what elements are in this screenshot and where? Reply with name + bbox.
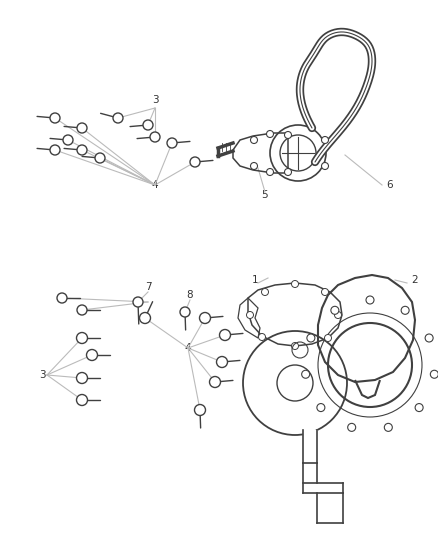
Circle shape bbox=[258, 334, 265, 341]
Circle shape bbox=[251, 163, 258, 169]
Polygon shape bbox=[303, 483, 335, 493]
Circle shape bbox=[366, 296, 374, 304]
Circle shape bbox=[77, 333, 88, 343]
Circle shape bbox=[194, 405, 205, 416]
Text: 3: 3 bbox=[39, 370, 45, 380]
Circle shape bbox=[77, 305, 87, 315]
Text: 4: 4 bbox=[152, 180, 158, 190]
Text: 1: 1 bbox=[252, 275, 258, 285]
Circle shape bbox=[180, 307, 190, 317]
Circle shape bbox=[77, 123, 87, 133]
Circle shape bbox=[415, 403, 423, 411]
Circle shape bbox=[335, 311, 342, 319]
Circle shape bbox=[321, 136, 328, 143]
Text: 6: 6 bbox=[387, 180, 393, 190]
Circle shape bbox=[139, 312, 151, 324]
Circle shape bbox=[331, 306, 339, 314]
Circle shape bbox=[77, 394, 88, 406]
Circle shape bbox=[86, 350, 98, 360]
Circle shape bbox=[285, 132, 292, 139]
Polygon shape bbox=[303, 430, 317, 463]
Circle shape bbox=[261, 288, 268, 295]
Circle shape bbox=[167, 138, 177, 148]
Circle shape bbox=[63, 135, 73, 145]
Circle shape bbox=[95, 153, 105, 163]
Circle shape bbox=[251, 136, 258, 143]
Circle shape bbox=[307, 334, 315, 342]
Text: 3: 3 bbox=[152, 95, 158, 105]
Text: 2: 2 bbox=[412, 275, 418, 285]
Circle shape bbox=[150, 132, 160, 142]
Text: 7: 7 bbox=[145, 282, 151, 292]
Circle shape bbox=[348, 423, 356, 431]
Circle shape bbox=[190, 157, 200, 167]
Circle shape bbox=[321, 288, 328, 295]
Circle shape bbox=[292, 280, 299, 287]
Circle shape bbox=[325, 335, 332, 342]
Circle shape bbox=[384, 423, 392, 431]
Circle shape bbox=[133, 297, 143, 307]
Circle shape bbox=[113, 113, 123, 123]
Circle shape bbox=[57, 293, 67, 303]
Circle shape bbox=[219, 329, 230, 341]
Text: 4: 4 bbox=[185, 343, 191, 353]
Circle shape bbox=[431, 370, 438, 378]
Circle shape bbox=[266, 168, 273, 175]
Circle shape bbox=[292, 343, 299, 350]
Circle shape bbox=[77, 373, 88, 384]
Circle shape bbox=[209, 376, 220, 387]
Circle shape bbox=[321, 163, 328, 169]
Circle shape bbox=[317, 403, 325, 411]
Circle shape bbox=[50, 113, 60, 123]
Polygon shape bbox=[303, 463, 317, 483]
Circle shape bbox=[50, 145, 60, 155]
Circle shape bbox=[199, 312, 211, 324]
Circle shape bbox=[302, 370, 310, 378]
Circle shape bbox=[216, 357, 227, 367]
Polygon shape bbox=[317, 493, 343, 520]
Circle shape bbox=[247, 311, 254, 319]
Circle shape bbox=[77, 145, 87, 155]
Text: 8: 8 bbox=[187, 290, 193, 300]
Circle shape bbox=[285, 168, 292, 175]
Circle shape bbox=[143, 120, 153, 130]
Circle shape bbox=[266, 131, 273, 138]
Circle shape bbox=[425, 334, 433, 342]
Text: 5: 5 bbox=[261, 190, 268, 200]
Circle shape bbox=[401, 306, 409, 314]
